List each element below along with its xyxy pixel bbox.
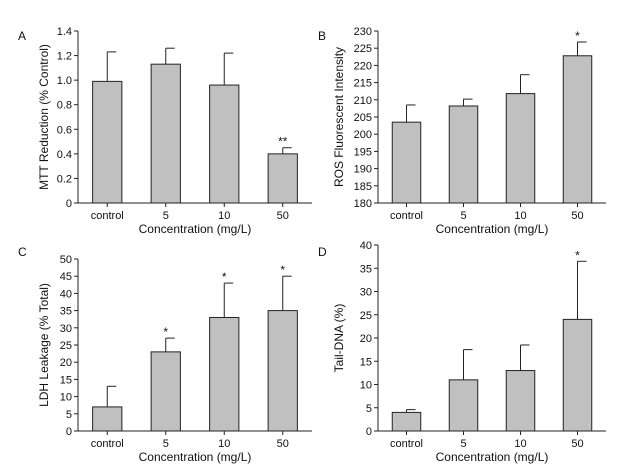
bar-d-2	[505, 370, 536, 432]
y-axis-title: Tail-DNA (%)	[332, 304, 346, 373]
y-tick-label: 15	[360, 356, 372, 368]
x-tick-label: 50	[277, 210, 289, 222]
x-tick-label: 10	[218, 210, 230, 222]
y-tick-label: 0.6	[57, 124, 72, 136]
y-tick-label: 200	[354, 129, 372, 141]
significance-marker: *	[575, 29, 580, 43]
x-tick-label: 50	[571, 210, 583, 222]
y-tick-label: 30	[360, 287, 372, 299]
x-tick-label: control	[390, 210, 423, 222]
bar-a-0	[92, 80, 123, 204]
y-axis-title: LDH Leakage (% Total)	[37, 283, 51, 407]
y-tick-label: 5	[66, 409, 72, 421]
x-axis-title: Concentration (mg/L)	[139, 222, 252, 236]
y-tick-label: 220	[354, 60, 372, 72]
x-tick-label: 5	[460, 438, 466, 450]
y-axis-title: ROS Fluorescent Intensity	[332, 47, 346, 187]
bar-a-1	[150, 63, 181, 204]
bar-d-1	[448, 379, 479, 432]
y-tick-label: 20	[60, 357, 72, 369]
y-tick-label: 25	[60, 340, 72, 352]
y-tick-label: 215	[354, 78, 372, 90]
y-tick-label: 0.2	[57, 173, 72, 185]
x-axis-title: Concentration (mg/L)	[436, 450, 549, 464]
significance-marker: *	[280, 263, 285, 277]
x-tick-label: 10	[514, 210, 526, 222]
panel-c: C 0 5 10 15 20 25 30 35 40 45 50 control 5 * 10 * 50 * Conc…	[18, 245, 312, 464]
x-tick-label: control	[91, 438, 124, 450]
bar-d-3	[562, 318, 593, 432]
panel-a: A 0 0.2 0.4 0.6 0.8 1.0 1.2 1.4 control 5 10 50 ** Con…	[18, 26, 312, 236]
significance-marker: **	[278, 135, 288, 149]
x-tick-label: 50	[571, 438, 583, 450]
y-tick-label: 50	[60, 254, 72, 266]
bar-b-2	[505, 93, 536, 204]
y-tick-label: 1.0	[57, 75, 72, 87]
y-tick-label: 25	[360, 310, 372, 322]
y-tick-label: 5	[366, 403, 372, 415]
y-tick-label: 35	[60, 306, 72, 318]
bar-c-0	[92, 406, 123, 432]
y-tick-label: 190	[354, 164, 372, 176]
significance-marker: *	[575, 248, 580, 262]
y-tick-label: 0.4	[57, 149, 72, 161]
panel-letter: C	[18, 245, 27, 259]
y-tick-label: 195	[354, 146, 372, 158]
x-tick-label: 5	[163, 210, 169, 222]
x-tick-label: control	[390, 438, 423, 450]
x-tick-label: control	[91, 210, 124, 222]
panel-letter: D	[318, 245, 327, 259]
y-axis-title: MTT Reduction (% Control)	[37, 44, 51, 190]
y-tick-label: 210	[354, 95, 372, 107]
y-tick-label: 185	[354, 181, 372, 193]
bar-b-3	[562, 55, 593, 204]
y-tick-label: 40	[60, 288, 72, 300]
y-tick-label: 205	[354, 112, 372, 124]
panel-letter: A	[18, 29, 26, 43]
bar-b-1	[448, 105, 479, 204]
y-tick-label: 0	[66, 198, 72, 210]
y-tick-label: 35	[360, 263, 372, 275]
y-tick-label: 225	[354, 43, 372, 55]
y-tick-label: 30	[60, 323, 72, 335]
y-tick-label: 15	[60, 374, 72, 386]
y-tick-label: 180	[354, 198, 372, 210]
y-tick-label: 0.8	[57, 100, 72, 112]
y-tick-label: 0	[66, 426, 72, 438]
y-tick-label: 1.4	[57, 26, 72, 38]
bar-c-3	[267, 310, 298, 432]
bar-a-2	[209, 84, 240, 204]
y-tick-label: 40	[360, 240, 372, 252]
bar-d-0	[391, 411, 422, 432]
bar-a-3	[267, 153, 298, 204]
y-tick-label: 230	[354, 26, 372, 38]
significance-marker: *	[222, 270, 227, 284]
x-tick-label: 5	[460, 210, 466, 222]
x-axis-title: Concentration (mg/L)	[139, 450, 252, 464]
panel-d: D 0 5 10 15 20 25 30 35 40 control 5 10 50 * Concentrat…	[318, 240, 606, 464]
x-axis-title: Concentration (mg/L)	[436, 222, 549, 236]
panel-b: B 180 185 190 195 200 205 210 215 220 225 230 contro…	[318, 26, 606, 236]
x-tick-label: 10	[218, 438, 230, 450]
bar-c-1	[150, 351, 181, 432]
y-tick-label: 20	[360, 333, 372, 345]
y-tick-label: 1.2	[57, 51, 72, 63]
y-tick-label: 45	[60, 271, 72, 283]
y-tick-label: 10	[60, 392, 72, 404]
x-tick-label: 50	[277, 438, 289, 450]
bar-b-0	[391, 121, 422, 204]
x-tick-label: 10	[514, 438, 526, 450]
significance-marker: *	[163, 325, 168, 339]
y-tick-label: 10	[360, 380, 372, 392]
x-tick-label: 5	[163, 438, 169, 450]
y-tick-label: 0	[366, 426, 372, 438]
bar-c-2	[209, 316, 240, 432]
panel-letter: B	[318, 29, 326, 43]
